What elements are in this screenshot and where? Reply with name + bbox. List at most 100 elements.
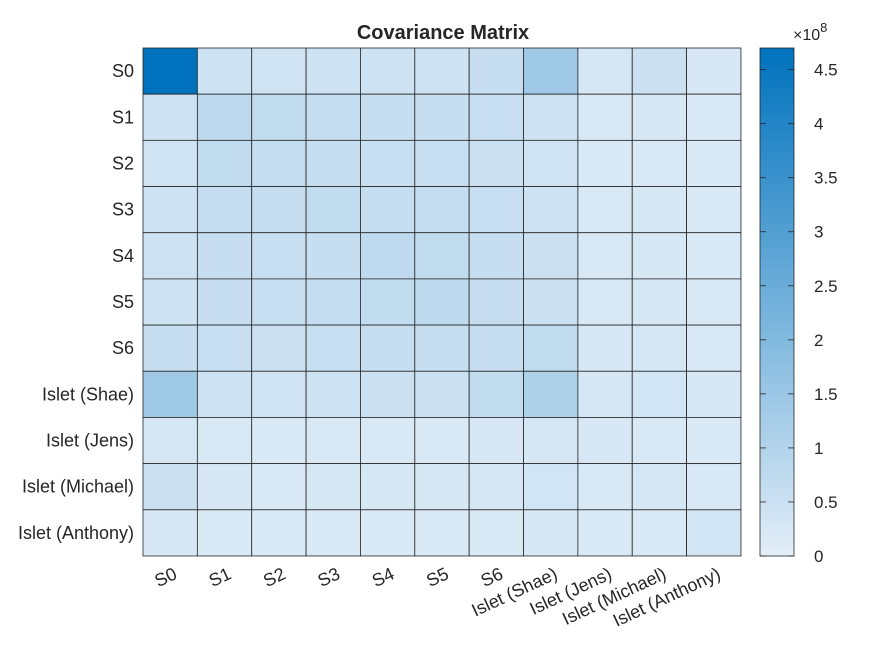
- heatmap-cell: [523, 463, 579, 511]
- heatmap-cell: [142, 278, 198, 326]
- heatmap-cell: [251, 139, 307, 187]
- heatmap-cell: [631, 324, 687, 372]
- heatmap-cell: [251, 278, 307, 326]
- heatmap-cell: [196, 370, 253, 418]
- heatmap-cell: [360, 93, 416, 141]
- heatmap-cells: [142, 47, 742, 557]
- heatmap-cell: [142, 463, 198, 511]
- heatmap-cell: [414, 186, 470, 234]
- heatmap-cell: [414, 324, 470, 372]
- row-labels: S0 S1 S2 S3 S4 S5 S6 Islet (Shae) Islet (Jens) Is…: [18, 61, 134, 543]
- heatmap-cell: [523, 278, 579, 326]
- row-label: S0: [112, 61, 134, 81]
- heatmap-cell: [251, 324, 307, 372]
- heatmap-cell: [686, 232, 742, 280]
- column-label: S2: [260, 563, 288, 590]
- heatmap-cell: [360, 47, 416, 95]
- heatmap-cell: [577, 278, 633, 326]
- heatmap-cell: [142, 509, 198, 557]
- row-label: S1: [112, 107, 134, 127]
- heatmap-cell: [251, 47, 307, 95]
- heatmap-cell: [305, 139, 361, 187]
- heatmap-cell: [577, 417, 633, 465]
- column-label: S5: [423, 563, 451, 590]
- colorbar-tick-label: 4: [814, 115, 823, 134]
- heatmap-cell: [577, 186, 633, 234]
- heatmap-cell: [523, 417, 579, 465]
- heatmap-cell: [577, 324, 633, 372]
- heatmap-cell: [360, 186, 416, 234]
- heatmap-cell: [142, 139, 198, 187]
- heatmap-cell: [577, 463, 633, 511]
- heatmap-cell: [251, 232, 307, 280]
- heatmap-cell: [305, 509, 361, 557]
- heatmap-cell: [305, 463, 361, 511]
- heatmap-cell: [196, 509, 253, 557]
- heatmap-cell: [196, 93, 253, 141]
- heatmap-cell: [196, 463, 253, 511]
- row-label: Islet (Anthony): [18, 523, 134, 543]
- heatmap-cell: [360, 370, 416, 418]
- heatmap-cell: [523, 370, 579, 418]
- heatmap-cell: [360, 232, 416, 280]
- colorbar-tick-label: 2: [814, 331, 823, 350]
- heatmap-cell: [251, 417, 307, 465]
- heatmap-cell: [251, 509, 307, 557]
- heatmap-cell: [577, 93, 633, 141]
- heatmap-cell: [468, 47, 524, 95]
- heatmap-cell: [631, 139, 687, 187]
- heatmap-cell: [414, 509, 470, 557]
- heatmap-cell: [414, 232, 470, 280]
- heatmap-cell: [251, 370, 307, 418]
- heatmap-cell: [305, 370, 361, 418]
- heatmap-cell: [468, 232, 524, 280]
- heatmap-cell: [251, 93, 307, 141]
- heatmap-cell: [360, 417, 416, 465]
- heatmap-cell: [196, 139, 253, 187]
- heatmap-cell: [686, 463, 742, 511]
- heatmap-cell: [686, 139, 742, 187]
- heatmap-cell: [686, 186, 742, 234]
- colorbar-tick-label: 0.5: [814, 493, 838, 512]
- heatmap-cell: [468, 278, 524, 326]
- row-label: S3: [112, 200, 134, 220]
- heatmap-cell: [631, 186, 687, 234]
- heatmap-cell: [414, 370, 470, 418]
- heatmap-cell: [686, 324, 742, 372]
- row-label: S2: [112, 154, 134, 174]
- row-label: Islet (Jens): [46, 431, 134, 451]
- heatmap-cell: [305, 417, 361, 465]
- column-label: S1: [206, 563, 234, 590]
- heatmap-cell: [523, 93, 579, 141]
- heatmap-cell: [523, 47, 579, 95]
- heatmap-cell: [305, 93, 361, 141]
- heatmap-cell: [686, 509, 742, 557]
- heatmap-cell: [577, 509, 633, 557]
- heatmap-cell: [631, 232, 687, 280]
- heatmap-cell: [305, 324, 361, 372]
- heatmap-cell: [468, 324, 524, 372]
- row-label: S4: [112, 246, 134, 266]
- heatmap-cell: [468, 463, 524, 511]
- heatmap-cell: [360, 139, 416, 187]
- heatmap-cell: [523, 509, 579, 557]
- heatmap-cell: [196, 278, 253, 326]
- heatmap-cell: [414, 139, 470, 187]
- chart-title: Covariance Matrix: [357, 22, 529, 44]
- colorbar-gradient: [759, 47, 795, 557]
- colorbar-tick-label: 2.5: [814, 277, 838, 296]
- heatmap-cell: [360, 463, 416, 511]
- heatmap-cell: [631, 93, 687, 141]
- row-label: S5: [112, 292, 134, 312]
- heatmap-cell: [305, 232, 361, 280]
- heatmap-cell: [468, 509, 524, 557]
- heatmap-cell: [523, 232, 579, 280]
- heatmap-cell: [142, 232, 198, 280]
- column-label: S0: [151, 563, 179, 590]
- column-label: S3: [315, 563, 343, 590]
- row-label: Islet (Shae): [42, 384, 134, 404]
- heatmap-cell: [196, 232, 253, 280]
- heatmap-cell: [305, 47, 361, 95]
- heatmap-cell: [142, 186, 198, 234]
